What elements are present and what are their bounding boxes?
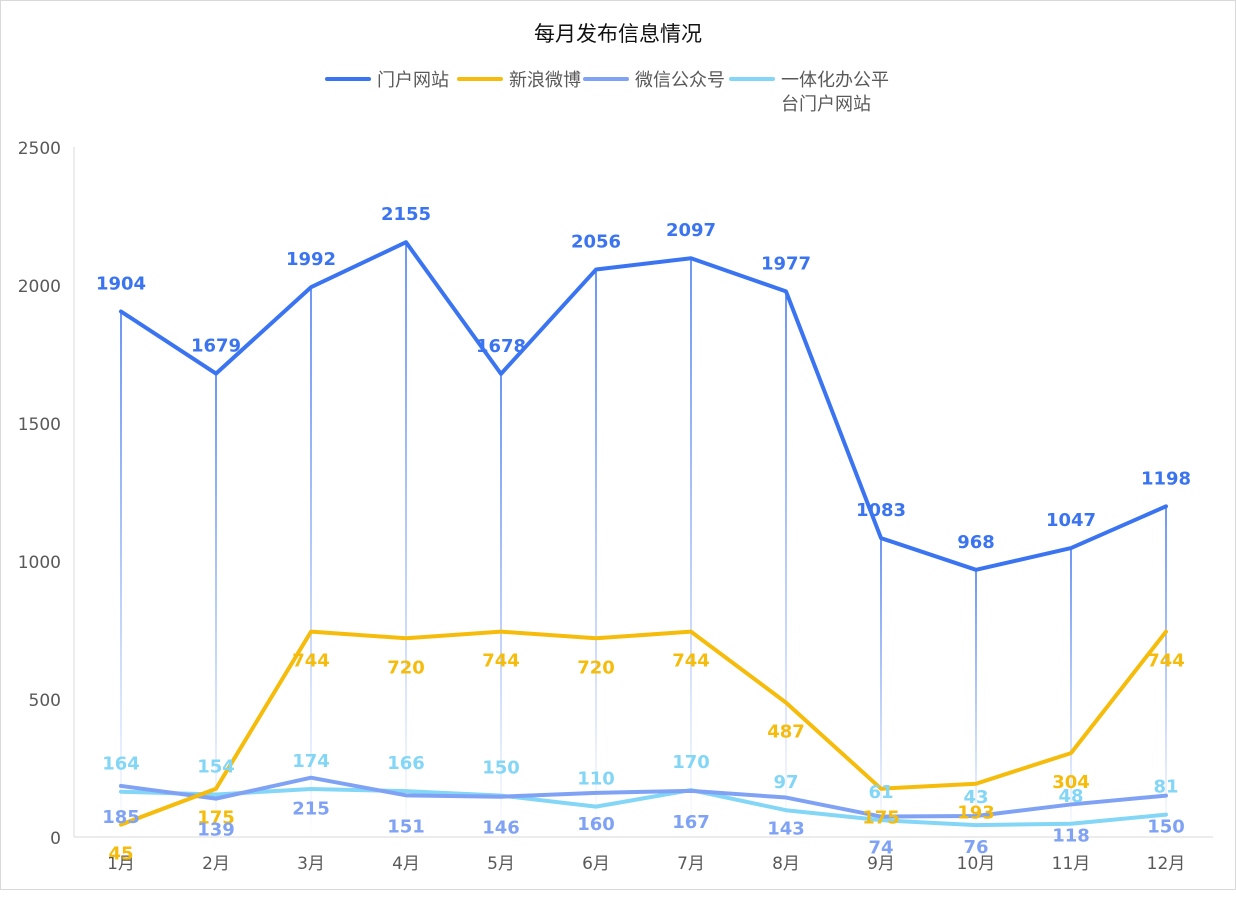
data-label: 744 bbox=[1147, 651, 1185, 672]
data-label: 150 bbox=[482, 758, 520, 779]
y-tick-label: 0 bbox=[50, 829, 61, 849]
data-label: 215 bbox=[292, 799, 330, 820]
data-label: 968 bbox=[957, 532, 995, 553]
y-tick-label: 500 bbox=[29, 691, 61, 711]
x-tick-label: 6月 bbox=[582, 854, 610, 874]
data-label: 304 bbox=[1052, 772, 1090, 793]
data-label: 720 bbox=[577, 657, 615, 678]
drop-line bbox=[215, 373, 217, 837]
series-lines bbox=[119, 240, 1168, 828]
data-label: 154 bbox=[197, 756, 235, 777]
series-line bbox=[119, 240, 1168, 572]
data-label: 1904 bbox=[96, 273, 146, 294]
series-line bbox=[119, 629, 1168, 827]
data-label: 1047 bbox=[1046, 510, 1096, 531]
legend-label: 门户网站 bbox=[377, 70, 449, 91]
y-tick-label: 2500 bbox=[18, 139, 61, 159]
data-label: 139 bbox=[197, 820, 235, 841]
y-tick-label: 1000 bbox=[18, 553, 61, 573]
x-tick-label: 12月 bbox=[1147, 854, 1186, 874]
data-label: 193 bbox=[957, 803, 995, 824]
axes: 0 500 1000 1500 2000 2500 1月 2月 3月 4月 5月 6月 7月 8月 9月 10… bbox=[18, 139, 1213, 874]
data-label: 175 bbox=[862, 808, 900, 829]
x-tick-label: 11月 bbox=[1052, 854, 1091, 874]
data-label: 1977 bbox=[761, 253, 811, 274]
drop-line bbox=[120, 311, 122, 838]
drop-line bbox=[975, 569, 977, 837]
data-label: 43 bbox=[963, 787, 988, 808]
data-label: 1678 bbox=[476, 336, 526, 357]
data-label: 174 bbox=[292, 751, 330, 772]
data-label: 175 bbox=[197, 808, 235, 829]
x-tick-label: 2月 bbox=[202, 854, 230, 874]
data-label: 166 bbox=[387, 753, 425, 774]
data-label: 110 bbox=[577, 769, 615, 790]
data-label: 2155 bbox=[381, 204, 431, 225]
data-label: 1083 bbox=[856, 500, 906, 521]
x-tick-label: 3月 bbox=[297, 854, 325, 874]
data-label: 1198 bbox=[1141, 468, 1191, 489]
drop-line bbox=[310, 287, 312, 837]
data-label: 160 bbox=[577, 814, 615, 835]
data-label: 150 bbox=[1147, 817, 1185, 838]
data-label: 45 bbox=[108, 844, 133, 865]
x-tick-label: 9月 bbox=[867, 854, 895, 874]
data-label: 146 bbox=[482, 818, 520, 839]
data-label: 744 bbox=[672, 651, 710, 672]
data-label: 1992 bbox=[286, 249, 336, 270]
x-tick-label: 5月 bbox=[487, 854, 515, 874]
drop-line bbox=[595, 269, 597, 837]
drop-line bbox=[690, 258, 692, 837]
y-tick-label: 1500 bbox=[18, 415, 61, 435]
data-label: 48 bbox=[1058, 786, 1083, 807]
data-label: 170 bbox=[672, 752, 710, 773]
data-label: 81 bbox=[1153, 777, 1178, 798]
data-label: 2056 bbox=[571, 232, 621, 253]
x-tick-label: 10月 bbox=[957, 854, 996, 874]
drop-line bbox=[1070, 548, 1072, 837]
chart-title: 每月发布信息情况 bbox=[534, 22, 702, 46]
data-label: 61 bbox=[868, 782, 893, 803]
x-tick-label: 1月 bbox=[107, 854, 135, 874]
data-label: 97 bbox=[773, 772, 798, 793]
legend-label: 微信公众号 bbox=[635, 70, 725, 91]
drop-line bbox=[1165, 506, 1167, 837]
data-label: 185 bbox=[102, 807, 140, 828]
data-label: 744 bbox=[292, 651, 330, 672]
x-tick-label: 8月 bbox=[772, 854, 800, 874]
series-line bbox=[119, 775, 1168, 819]
drop-lines bbox=[120, 242, 1167, 838]
data-label: 164 bbox=[102, 754, 140, 775]
data-label: 720 bbox=[387, 657, 425, 678]
drop-line bbox=[405, 242, 407, 838]
data-label: 76 bbox=[963, 837, 988, 858]
legend-label: 一体化办公平 bbox=[781, 70, 889, 91]
drop-line bbox=[785, 291, 787, 837]
data-label: 2097 bbox=[666, 220, 716, 241]
drop-line bbox=[500, 373, 502, 837]
data-label: 151 bbox=[387, 816, 425, 837]
data-label: 118 bbox=[1052, 825, 1090, 846]
data-label: 1679 bbox=[191, 336, 241, 357]
x-tick-label: 7月 bbox=[677, 854, 705, 874]
data-label: 143 bbox=[767, 819, 805, 840]
data-label: 74 bbox=[868, 838, 893, 859]
legend-label-continued: 台门户网站 bbox=[781, 94, 871, 115]
x-tick-label: 4月 bbox=[392, 854, 420, 874]
data-label: 487 bbox=[767, 722, 805, 743]
drop-line bbox=[880, 538, 882, 837]
legend-label: 新浪微博 bbox=[509, 70, 581, 91]
data-label: 167 bbox=[672, 812, 710, 833]
y-tick-label: 2000 bbox=[18, 277, 61, 297]
data-labels: 1904 1679 1992 2155 1678 2056 2097 1977 1083 968 1… bbox=[96, 204, 1191, 864]
data-label: 744 bbox=[482, 651, 520, 672]
series-line bbox=[119, 786, 1168, 828]
